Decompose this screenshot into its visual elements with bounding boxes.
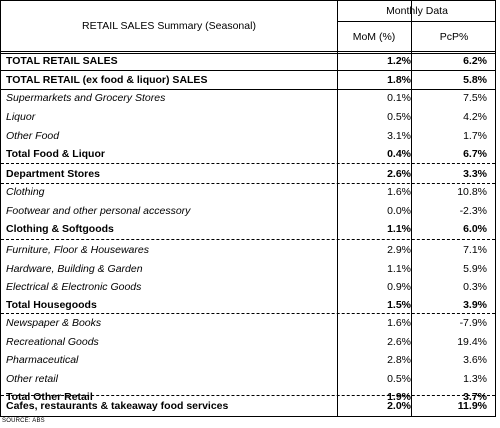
table-row: Total Housegoods 1.5% 3.9% xyxy=(1,296,495,314)
mom-value: 1.2% xyxy=(387,55,411,67)
row-divider xyxy=(1,51,495,54)
retail-sales-table: RETAIL SALES Summary (Seasonal) Monthly … xyxy=(0,0,496,417)
row-label: Cafes, restaurants & takeaway food servi… xyxy=(6,400,229,412)
mom-value: 3.1% xyxy=(387,130,411,142)
mom-value: 1.9% xyxy=(387,391,411,403)
pcp-value: 3.9% xyxy=(463,299,487,311)
pcp-value: 1.3% xyxy=(463,373,487,385)
table-row: Electrical & Electronic Goods 0.9% 0.3% xyxy=(1,278,495,296)
table-row: TOTAL RETAIL SALES 1.2% 6.2% xyxy=(1,52,495,70)
row-label: Newspaper & Books xyxy=(6,317,102,329)
mom-value: 2.0% xyxy=(387,400,411,412)
row-label: Footwear and other personal accessory xyxy=(6,205,191,217)
mom-value: 2.8% xyxy=(387,354,411,366)
pcp-value: -2.3% xyxy=(459,205,487,217)
table-row: Footwear and other personal accessory 0.0… xyxy=(1,202,495,220)
row-divider xyxy=(1,89,495,90)
mom-value: 1.6% xyxy=(387,186,411,198)
table-row: Recreational Goods 2.6% 19.4% xyxy=(1,333,495,351)
pcp-value: 3.7% xyxy=(463,391,487,403)
pcp-value: 7.5% xyxy=(463,92,487,104)
table-row: Total Other Retail 1.9% 3.7% xyxy=(1,388,495,406)
table-row: Cafes, restaurants & takeaway food servi… xyxy=(1,397,495,415)
table-row: Furniture, Floor & Housewares 2.9% 7.1% xyxy=(1,241,495,259)
mom-value: 0.9% xyxy=(387,281,411,293)
row-label: Electrical & Electronic Goods xyxy=(6,281,142,293)
row-divider xyxy=(1,313,495,314)
mom-value: 1.6% xyxy=(387,317,411,329)
mom-value: 0.1% xyxy=(387,92,411,104)
pcp-value: 5.9% xyxy=(463,263,487,275)
table-row: TOTAL RETAIL (ex food & liquor) SALES 1.8… xyxy=(1,71,495,89)
mom-value: 2.6% xyxy=(387,336,411,348)
pcp-value: 11.9% xyxy=(457,400,487,412)
mom-value: 2.9% xyxy=(387,244,411,256)
mom-value: 0.5% xyxy=(387,373,411,385)
column-divider-mom xyxy=(337,1,338,416)
table-row: Other Food 3.1% 1.7% xyxy=(1,127,495,145)
row-divider xyxy=(1,239,495,240)
row-label: Other retail xyxy=(6,373,58,385)
row-label: Total Housegoods xyxy=(6,299,97,311)
pcp-value: -7.9% xyxy=(459,317,487,329)
mom-value: 0.0% xyxy=(387,205,411,217)
mom-value: 1.8% xyxy=(387,74,411,86)
pcp-value: 6.2% xyxy=(463,55,487,67)
row-label: TOTAL RETAIL SALES xyxy=(6,55,118,67)
row-label: Supermarkets and Grocery Stores xyxy=(6,92,166,104)
row-divider xyxy=(1,163,495,164)
row-label: Department Stores xyxy=(6,168,100,180)
table-row: Newspaper & Books 1.6% -7.9% xyxy=(1,314,495,332)
pcp-value: 3.6% xyxy=(463,354,487,366)
column-header-mom: MoM (%) xyxy=(352,30,396,43)
table-row: Supermarkets and Grocery Stores 0.1% 7.5% xyxy=(1,89,495,107)
row-divider xyxy=(1,183,495,184)
row-label: Pharmaceutical xyxy=(6,354,79,366)
row-label: Clothing xyxy=(6,186,45,198)
pcp-value: 5.8% xyxy=(463,74,487,86)
pcp-value: 10.8% xyxy=(457,186,487,198)
table-row: Department Stores 2.6% 3.3% xyxy=(1,165,495,183)
column-header-pcp: PcP% xyxy=(439,30,469,43)
pcp-value: 3.3% xyxy=(463,168,487,180)
pcp-value: 7.1% xyxy=(463,244,487,256)
row-divider xyxy=(1,395,495,396)
pcp-value: 4.2% xyxy=(463,111,487,123)
mom-value: 0.5% xyxy=(387,111,411,123)
table-row: Total Food & Liquor 0.4% 6.7% xyxy=(1,145,495,163)
column-group-header: Monthly Data xyxy=(386,5,448,17)
row-label: Furniture, Floor & Housewares xyxy=(6,244,149,256)
row-label: Hardware, Building & Garden xyxy=(6,263,143,275)
table-title: RETAIL SALES Summary (Seasonal) xyxy=(82,20,256,32)
column-divider-pcp xyxy=(411,1,412,416)
pcp-value: 6.7% xyxy=(463,148,487,160)
mom-value: 2.6% xyxy=(387,168,411,180)
mom-value: 1.1% xyxy=(387,223,411,235)
row-label: TOTAL RETAIL (ex food & liquor) SALES xyxy=(6,74,208,86)
row-label: Total Food & Liquor xyxy=(6,148,105,160)
row-label: Other Food xyxy=(6,130,60,142)
row-label: Clothing & Softgoods xyxy=(6,223,114,235)
header-divider xyxy=(337,21,495,22)
table-row: Other retail 0.5% 1.3% xyxy=(1,370,495,388)
table-row: Hardware, Building & Garden 1.1% 5.9% xyxy=(1,260,495,278)
table-row: Liquor 0.5% 4.2% xyxy=(1,108,495,126)
table-row: Clothing & Softgoods 1.1% 6.0% xyxy=(1,220,495,238)
row-divider xyxy=(1,70,495,71)
row-label: Liquor xyxy=(6,111,36,123)
pcp-value: 19.4% xyxy=(457,336,487,348)
pcp-value: 6.0% xyxy=(463,223,487,235)
row-label: Total Other Retail xyxy=(6,391,93,403)
mom-value: 0.4% xyxy=(387,148,411,160)
mom-value: 1.1% xyxy=(387,263,411,275)
table-row: Clothing 1.6% 10.8% xyxy=(1,183,495,201)
pcp-value: 0.3% xyxy=(463,281,487,293)
mom-value: 1.5% xyxy=(387,299,411,311)
row-label: Recreational Goods xyxy=(6,336,99,348)
source-note: SOURCE: ABS xyxy=(2,418,45,424)
table-row: Pharmaceutical 2.8% 3.6% xyxy=(1,351,495,369)
pcp-value: 1.7% xyxy=(463,130,487,142)
